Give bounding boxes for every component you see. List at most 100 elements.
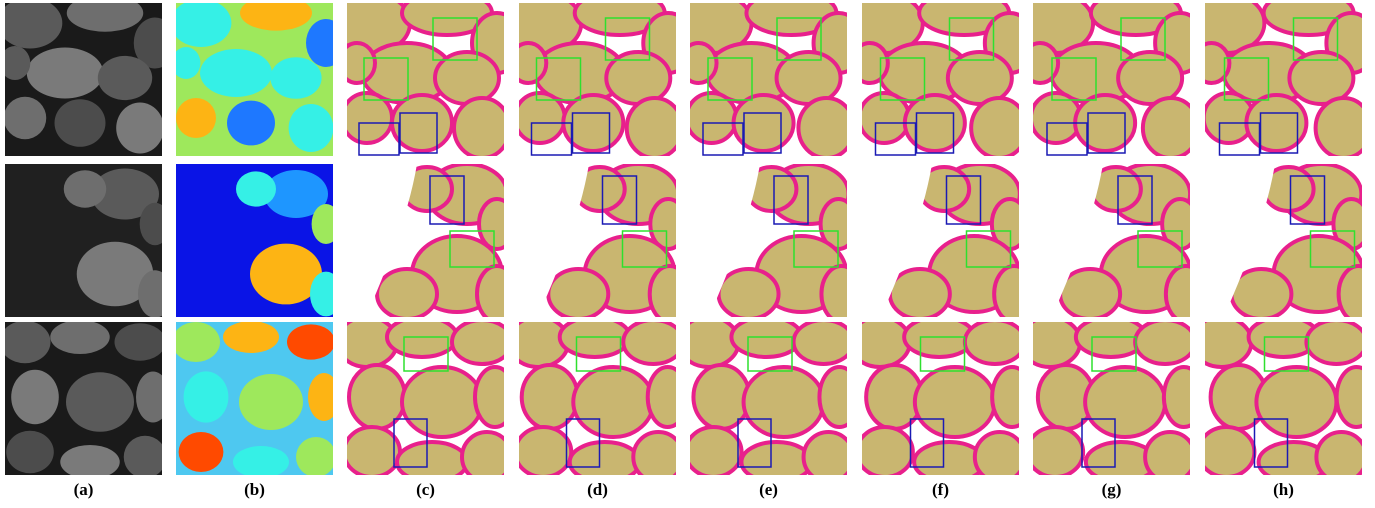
image-panel (1188, 0, 1375, 158)
segment-cell (633, 432, 683, 482)
segment-cell (510, 43, 546, 83)
segment-cell (1020, 317, 1080, 367)
segment-cell (397, 442, 467, 482)
segment-cell (744, 367, 824, 437)
segment-cell (1316, 432, 1366, 482)
segment-cell (975, 432, 1025, 482)
column-label: (f) (932, 480, 949, 499)
segment-cell (1085, 367, 1165, 437)
rock (27, 48, 104, 99)
segment-cell (819, 367, 859, 427)
rock (4, 97, 47, 140)
rock (55, 99, 106, 147)
image-panel (347, 164, 517, 322)
column-label: (b) (244, 480, 265, 499)
segment-cell (1164, 367, 1204, 427)
image-panel (505, 0, 693, 158)
rock (98, 56, 152, 100)
image-panel (172, 321, 340, 478)
map-blob (308, 373, 340, 421)
rock (124, 436, 167, 479)
map-blob (200, 49, 272, 97)
image-panel (679, 317, 860, 482)
segment-cell (650, 266, 690, 322)
segment-cell (627, 98, 683, 158)
segment-cell (1135, 320, 1195, 364)
rock (66, 372, 134, 432)
image-panel (519, 164, 690, 322)
segment-cell (798, 98, 854, 158)
image-panel (1020, 317, 1204, 482)
segment-cell (344, 427, 400, 477)
rock (6, 431, 54, 474)
map-blob (171, 0, 232, 47)
map-blob (296, 437, 336, 477)
column-labels: (a)(b)(c)(d)(e)(f)(g)(h) (74, 480, 1294, 499)
segment-cell (452, 320, 512, 364)
image-panel (508, 317, 687, 482)
segment-cell (402, 367, 482, 437)
segment-cell (1337, 367, 1375, 427)
map-blob (239, 374, 303, 430)
segment-cell (804, 432, 854, 482)
image-panel (1205, 164, 1375, 322)
image-panel (1033, 164, 1206, 322)
segment-cell (454, 98, 510, 158)
segment-cell (994, 266, 1034, 322)
column-label: (a) (74, 480, 94, 499)
segment-cell (377, 269, 437, 319)
segment-cell (741, 442, 811, 482)
segment-cell (1166, 266, 1206, 322)
column-label: (c) (416, 480, 435, 499)
map-blob (310, 272, 342, 317)
segment-cell (573, 367, 653, 437)
map-blob (289, 104, 334, 152)
map-blob (312, 204, 341, 244)
segment-cell (339, 43, 375, 83)
rock (140, 203, 171, 246)
column-label: (h) (1273, 480, 1294, 499)
map-blob (223, 321, 279, 353)
image-panel (1017, 0, 1205, 158)
segment-cell (890, 269, 950, 319)
figure: (a)(b)(c)(d)(e)(f)(g)(h) (0, 0, 1375, 508)
segment-cell (477, 266, 517, 322)
map-blob (179, 432, 224, 472)
rock (136, 372, 170, 423)
segment-cell (1306, 320, 1366, 364)
segment-cell (1145, 432, 1195, 482)
segment-cell (392, 95, 452, 151)
rock (64, 170, 107, 207)
rock (50, 320, 110, 354)
map-blob (227, 101, 275, 146)
map-blob (233, 446, 289, 478)
panel-grid (0, 0, 1375, 482)
column-label: (e) (759, 480, 778, 499)
rock (0, 46, 30, 80)
map-blob (176, 98, 216, 138)
segment-cell (1060, 269, 1120, 319)
segment-cell (548, 269, 608, 319)
rock (138, 270, 172, 318)
map-blob (184, 371, 229, 422)
map-blob (236, 171, 276, 206)
image-panel (690, 164, 861, 322)
rock (60, 445, 120, 479)
segment-cell (623, 320, 683, 364)
image-panel (862, 164, 1034, 322)
map-blob (287, 324, 335, 359)
page: (a)(b)(c)(d)(e)(f)(g)(h) (() => { const … (0, 0, 1375, 508)
segment-cell (821, 266, 861, 322)
image-panel (334, 0, 522, 158)
image-panel (676, 0, 864, 158)
image-panel (176, 164, 342, 317)
rock (0, 321, 51, 364)
segment-cell (1027, 427, 1083, 477)
image-panel (0, 320, 170, 479)
column-label: (d) (587, 480, 608, 499)
image-panel (171, 0, 346, 156)
image-panel (847, 0, 1035, 158)
segment-cell (719, 269, 779, 319)
segment-cell (475, 367, 515, 427)
image-panel (0, 0, 176, 156)
